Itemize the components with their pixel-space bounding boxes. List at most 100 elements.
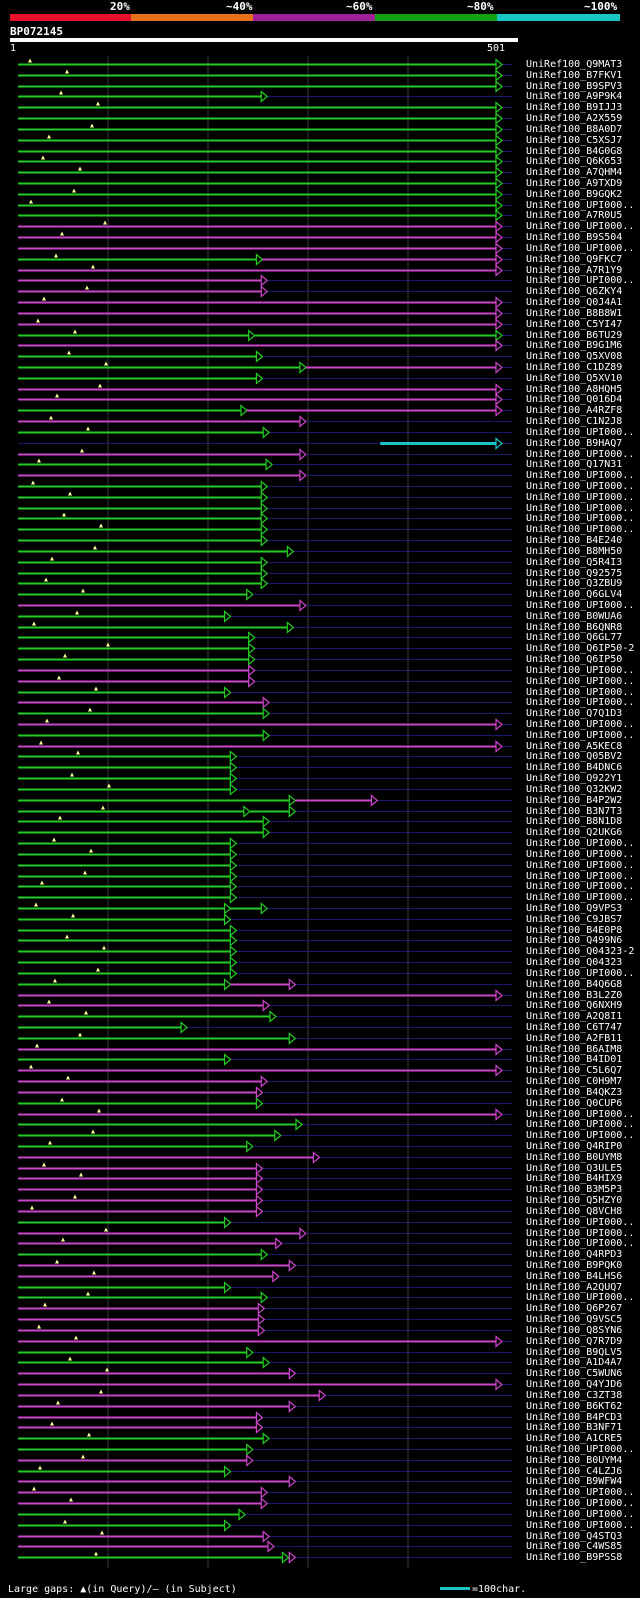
hit-label[interactable]: UniRef100_A2QUQ7 (526, 1281, 623, 1293)
hit-label[interactable]: UniRef100_UPI000.. (526, 1519, 635, 1531)
hit-label[interactable]: UniRef100_Q6GLV4 (526, 588, 623, 600)
hit-label[interactable]: UniRef100_Q6GL77 (526, 631, 623, 643)
hit-label[interactable]: UniRef100_UPI000.. (526, 686, 635, 698)
hit-label[interactable]: UniRef100_B4G0G8 (526, 145, 623, 157)
hit-label[interactable]: UniRef100_Q499N6 (526, 934, 623, 946)
hit-label[interactable]: UniRef100_Q2UKG6 (526, 826, 623, 838)
hit-label[interactable]: UniRef100_C5YI47 (526, 318, 623, 330)
hit-label[interactable]: UniRef100_A9P9K4 (526, 90, 623, 102)
hit-label[interactable]: UniRef100_B4P2W2 (526, 794, 623, 806)
hit-label[interactable]: UniRef100_A2FB11 (526, 1032, 623, 1044)
hit-label[interactable]: UniRef100_Q7Q1D3 (526, 707, 623, 719)
hit-label[interactable]: UniRef100_Q5HZY0 (526, 1194, 623, 1206)
hit-label[interactable]: UniRef100_B9QLV5 (526, 1346, 623, 1358)
hit-label[interactable]: UniRef100_B0UYM4 (526, 1454, 623, 1466)
hit-label[interactable]: UniRef100_B3L2Z0 (526, 989, 623, 1001)
hit-label[interactable]: UniRef100_Q922Y1 (526, 772, 623, 784)
hit-label[interactable]: UniRef100_UPI000.. (526, 1443, 635, 1455)
hit-label[interactable]: UniRef100_B3N7T3 (526, 805, 623, 817)
hit-label[interactable]: UniRef100_UPI000.. (526, 837, 635, 849)
hit-label[interactable]: UniRef100_B9S504 (526, 231, 623, 243)
hit-label[interactable]: UniRef100_UPI000.. (526, 1118, 635, 1130)
hit-label[interactable]: UniRef100_Q05BV2 (526, 750, 623, 762)
hit-label[interactable]: UniRef100_Q8VCH8 (526, 1205, 623, 1217)
hit-label[interactable]: UniRef100_C0H9M7 (526, 1075, 623, 1087)
hit-label[interactable]: UniRef100_UPI000.. (526, 491, 635, 503)
hit-label[interactable]: UniRef100_A7R0U5 (526, 209, 623, 221)
hit-label[interactable]: UniRef100_Q92575 (526, 567, 623, 579)
hit-label[interactable]: UniRef100_UPI000.. (526, 199, 635, 211)
hit-label[interactable]: UniRef100_A4RZF8 (526, 404, 623, 416)
hit-label[interactable]: UniRef100_UPI000.. (526, 891, 635, 903)
hit-label[interactable]: UniRef100_B3NF71 (526, 1421, 623, 1433)
hit-label[interactable]: UniRef100_B8N1D8 (526, 815, 623, 827)
hit-label[interactable]: UniRef100_B4HIX9 (526, 1172, 623, 1184)
hit-label[interactable]: UniRef100_UPI000.. (526, 870, 635, 882)
hit-label[interactable]: UniRef100_B8A0D7 (526, 123, 623, 135)
hit-label[interactable]: UniRef100_B8B8W1 (526, 307, 623, 319)
hit-label[interactable]: UniRef100_Q5XV08 (526, 350, 623, 362)
hit-label[interactable]: UniRef100_A2X559 (526, 112, 623, 124)
hit-label[interactable]: UniRef100_B9HAQ7 (526, 437, 623, 449)
hit-label[interactable]: UniRef100_A9TXD9 (526, 177, 623, 189)
hit-label[interactable]: UniRef100_Q016D4 (526, 393, 623, 405)
hit-label[interactable]: UniRef100_A2Q8I1 (526, 1010, 623, 1022)
hit-label[interactable]: UniRef100_A7QHM4 (526, 166, 623, 178)
hit-label[interactable]: UniRef100_B8MH50 (526, 545, 623, 557)
hit-label[interactable]: UniRef100_B4E240 (526, 534, 623, 546)
hit-label[interactable]: UniRef100_Q8SYN6 (526, 1324, 623, 1336)
hit-label[interactable]: UniRef100_UPI000.. (526, 718, 635, 730)
hit-label[interactable]: UniRef100_B6AIM8 (526, 1043, 623, 1055)
hit-label[interactable]: UniRef100_B4LHS6 (526, 1270, 623, 1282)
hit-label[interactable]: UniRef100_Q5XV10 (526, 372, 623, 384)
hit-label[interactable]: UniRef100_B9SPV3 (526, 80, 623, 92)
hit-label[interactable]: UniRef100_Q6K653 (526, 155, 623, 167)
hit-label[interactable]: UniRef100_B9IJJ3 (526, 101, 623, 113)
hit-label[interactable]: UniRef100_Q04323-2 (526, 945, 635, 957)
hit-label[interactable]: UniRef100_B9PQK0 (526, 1259, 623, 1271)
hit-label[interactable]: UniRef100_A5KEC8 (526, 740, 623, 752)
hit-label[interactable]: UniRef100_A7R1Y9 (526, 264, 623, 276)
hit-label[interactable]: UniRef100_UPI000.. (526, 848, 635, 860)
hit-label[interactable]: UniRef100_Q9VPS3 (526, 902, 623, 914)
hit-label[interactable]: UniRef100_A1CRE5 (526, 1432, 623, 1444)
hit-label[interactable]: UniRef100_Q4RIP0 (526, 1140, 623, 1152)
hit-label[interactable]: UniRef100_B4QKZ3 (526, 1086, 623, 1098)
hit-label[interactable]: UniRef100_UPI000.. (526, 967, 635, 979)
hit-label[interactable]: UniRef100_Q6NXH9 (526, 999, 623, 1011)
hit-label[interactable]: UniRef100_B9PSS8 (526, 1551, 623, 1563)
hit-label[interactable]: UniRef100_B0UYM8 (526, 1151, 623, 1163)
hit-label[interactable]: UniRef100_Q4STQ3 (526, 1530, 623, 1542)
hit-label[interactable]: UniRef100_UPI000.. (526, 1237, 635, 1249)
hit-label[interactable]: UniRef100_UPI000.. (526, 1497, 635, 1509)
hit-label[interactable]: UniRef100_C1N2J8 (526, 415, 623, 427)
hit-label[interactable]: UniRef100_Q9MAT3 (526, 58, 623, 70)
hit-label[interactable]: UniRef100_C6T747 (526, 1021, 623, 1033)
hit-label[interactable]: UniRef100_UPI000.. (526, 1216, 635, 1228)
hit-label[interactable]: UniRef100_UPI000.. (526, 1486, 635, 1498)
hit-label[interactable]: UniRef100_Q3ZBU9 (526, 577, 623, 589)
hit-label[interactable]: UniRef100_UPI000.. (526, 696, 635, 708)
hit-label[interactable]: UniRef100_C9JBS7 (526, 913, 623, 925)
hit-label[interactable]: UniRef100_B4Q6G8 (526, 978, 623, 990)
hit-label[interactable]: UniRef100_UPI000.. (526, 523, 635, 535)
hit-label[interactable]: UniRef100_Q0J4A1 (526, 296, 623, 308)
hit-label[interactable]: UniRef100_B7FKV1 (526, 69, 623, 81)
hit-label[interactable]: UniRef100_UPI000.. (526, 274, 635, 286)
hit-label[interactable]: UniRef100_UPI000.. (526, 502, 635, 514)
hit-label[interactable]: UniRef100_UPI000.. (526, 480, 635, 492)
hit-label[interactable]: UniRef100_B6QNR8 (526, 621, 623, 633)
hit-label[interactable]: UniRef100_Q0CUP6 (526, 1097, 623, 1109)
hit-label[interactable]: UniRef100_UPI000.. (526, 675, 635, 687)
hit-label[interactable]: UniRef100_B9WFW4 (526, 1475, 623, 1487)
hit-label[interactable]: UniRef100_B4DNC6 (526, 761, 623, 773)
hit-label[interactable]: UniRef100_B6KT62 (526, 1400, 623, 1412)
hit-label[interactable]: UniRef100_Q4YJD6 (526, 1378, 623, 1390)
hit-label[interactable]: UniRef100_Q6IP50-2 (526, 642, 635, 654)
hit-label[interactable]: UniRef100_Q6P267 (526, 1302, 623, 1314)
hit-label[interactable]: UniRef100_C5WUN6 (526, 1367, 623, 1379)
hit-label[interactable]: UniRef100_B9GQK2 (526, 188, 623, 200)
hit-label[interactable]: UniRef100_Q9VSC5 (526, 1313, 623, 1325)
hit-label[interactable]: UniRef100_B3M5P3 (526, 1183, 623, 1195)
hit-label[interactable]: UniRef100_UPI000.. (526, 859, 635, 871)
